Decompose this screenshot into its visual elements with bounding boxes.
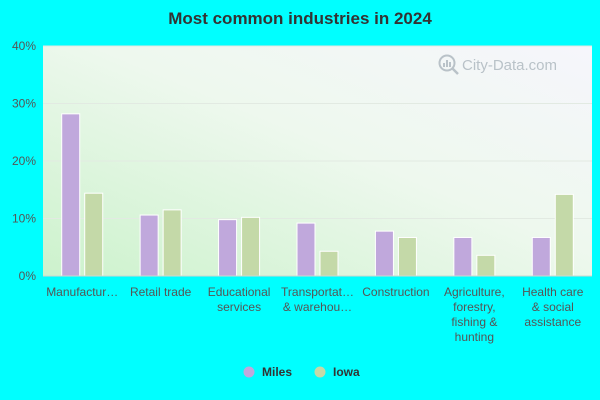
bar-miles <box>61 113 81 277</box>
legend-label-iowa: Iowa <box>333 365 360 379</box>
y-axis: 0% 10% 20% 30% 40% <box>12 39 36 283</box>
x-tick-label: Health care & social assistance <box>522 285 584 329</box>
gridlines <box>43 45 592 219</box>
x-tick-label: Educational services <box>208 285 271 314</box>
y-tick-label: 30% <box>12 97 36 111</box>
watermark-text: City-Data.com <box>462 57 557 74</box>
y-tick-label: 10% <box>12 212 36 226</box>
bar-miles <box>139 214 159 277</box>
bar-miles <box>218 219 238 277</box>
bar-miles <box>453 236 473 277</box>
x-tick-label: Retail trade <box>130 285 192 299</box>
x-tick-label: Transportat… & warehou… <box>281 285 354 314</box>
bar-miles <box>374 230 394 277</box>
watermark: City-Data.com <box>438 54 557 75</box>
legend-marker-miles <box>243 366 255 378</box>
bar-miles <box>296 222 316 277</box>
city-data-logo-icon <box>438 54 459 75</box>
bar-miles <box>531 236 551 277</box>
legend: Miles Iowa <box>243 365 360 379</box>
y-tick-label: 40% <box>12 39 36 53</box>
x-tick-label: Construction <box>362 285 429 299</box>
bar-iowa <box>84 192 104 277</box>
bar-iowa <box>476 254 496 277</box>
legend-marker-iowa <box>314 366 326 378</box>
bars <box>61 113 574 277</box>
bar-iowa <box>241 216 261 277</box>
bar-iowa <box>319 250 339 277</box>
bar-iowa <box>162 209 182 277</box>
bar-iowa <box>397 236 417 277</box>
x-axis-labels: Manufactur… Retail trade Educational servic… <box>46 285 584 344</box>
chart-title: Most common industries in 2024 <box>168 9 432 28</box>
bar-iowa <box>554 193 574 277</box>
y-tick-label: 0% <box>19 269 37 283</box>
legend-label-miles: Miles <box>262 365 292 379</box>
x-tick-label: Manufactur… <box>46 285 118 299</box>
y-tick-label: 20% <box>12 154 36 168</box>
x-tick-label: Agriculture, forestry, fishing & hunting <box>444 285 505 344</box>
